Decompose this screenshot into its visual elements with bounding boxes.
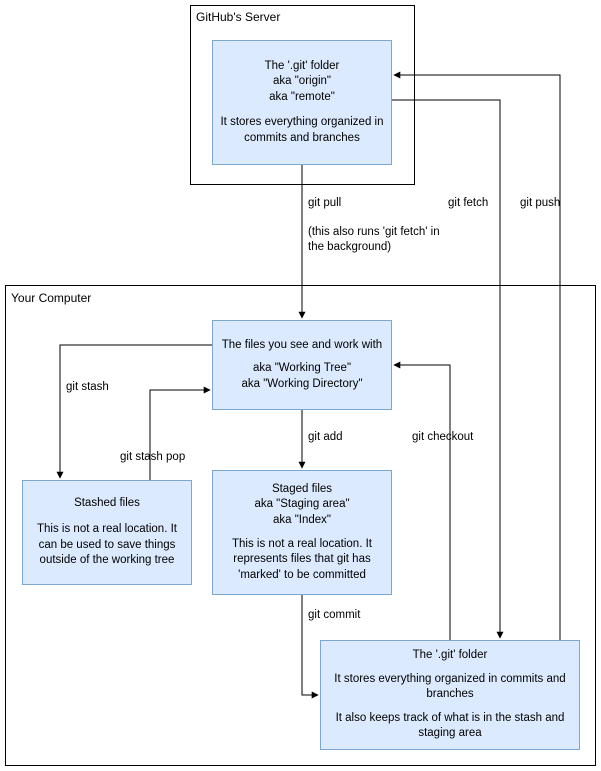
edge-pull-note: (this also runs 'git fetch' in the backg…: [308, 225, 443, 255]
edge-pull-label: git pull: [308, 196, 341, 211]
node-working-line1: The files you see and work with: [222, 338, 382, 354]
node-working: The files you see and work with aka "Wor…: [212, 320, 392, 410]
edge-checkout-label: git checkout: [412, 430, 473, 445]
node-origin-line4: It stores everything organized in commit…: [219, 115, 385, 146]
edge-pop-label: git stash pop: [120, 450, 185, 465]
node-stashed-line2: This is not a real location. It can be u…: [29, 522, 185, 569]
node-staged: Staged files aka "Staging area" aka "Ind…: [212, 470, 392, 595]
node-origin-line1: The '.git' folder: [265, 59, 340, 75]
edge-add-label: git add: [308, 430, 343, 445]
edge-commit-label: git commit: [308, 608, 360, 623]
node-localgit-line3: It also keeps track of what is in the st…: [327, 711, 573, 742]
node-localgit: The '.git' folder It stores everything o…: [320, 640, 580, 750]
node-origin: The '.git' folder aka "origin" aka "remo…: [212, 40, 392, 165]
container-local-title: Your Computer: [11, 291, 91, 305]
node-staged-line3: aka "Index": [273, 513, 331, 529]
node-staged-line2: aka "Staging area": [254, 497, 349, 513]
node-staged-line4: This is not a real location. It represen…: [219, 537, 385, 584]
node-stashed: Stashed files This is not a real locatio…: [22, 480, 192, 585]
container-server-title: GitHub's Server: [196, 10, 280, 24]
node-stashed-line1: Stashed files: [74, 496, 140, 512]
node-staged-line1: Staged files: [272, 482, 332, 498]
edge-push-label: git push: [520, 196, 560, 211]
node-working-line2: aka "Working Tree": [253, 361, 351, 377]
node-localgit-line1: The '.git' folder: [413, 648, 488, 664]
edge-fetch-label: git fetch: [448, 196, 488, 211]
node-origin-line2: aka "origin": [273, 74, 331, 90]
node-localgit-line2: It stores everything organized in commit…: [327, 672, 573, 703]
edge-stash-label: git stash: [66, 380, 109, 395]
node-working-line3: aka "Working Directory": [241, 377, 362, 393]
node-origin-line3: aka "remote": [269, 90, 335, 106]
diagram-canvas: GitHub's Server Your Computer The '.git'…: [0, 0, 601, 771]
